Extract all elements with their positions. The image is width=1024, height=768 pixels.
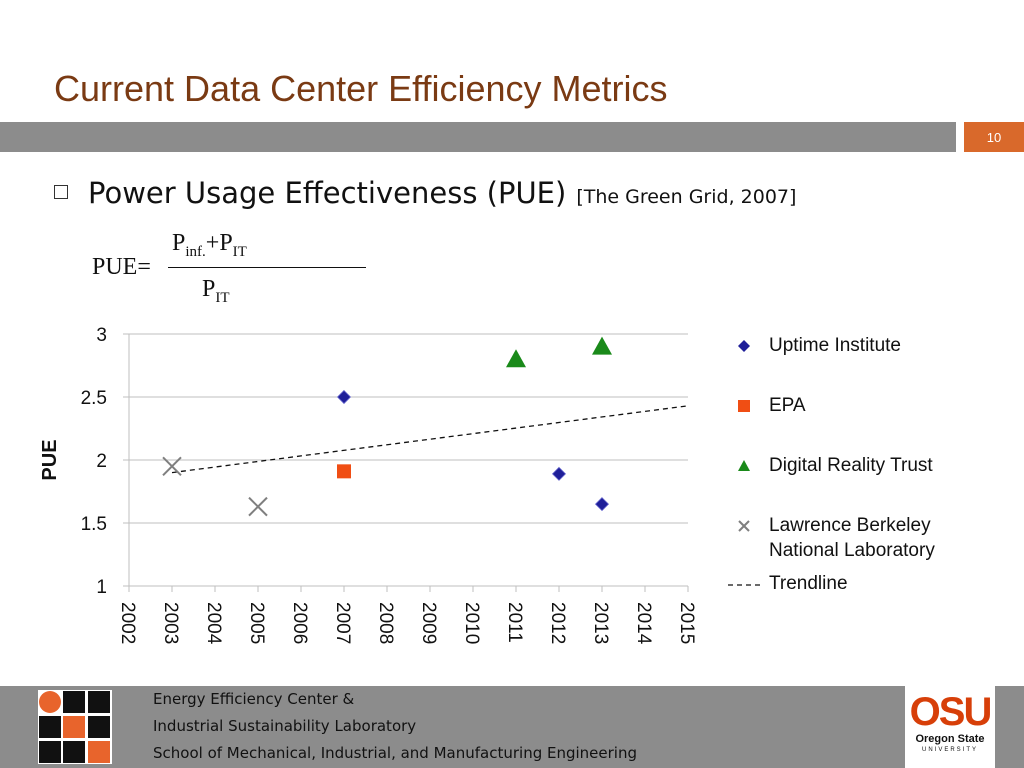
osu-logo-name: Oregon State (915, 733, 985, 745)
formula-lhs: PUE= (92, 254, 151, 280)
pue-scatter-chart: 1 1.5 2 2.5 3 2002 2003 2004 2005 2006 2007 2008 200… (39, 325, 697, 645)
slide-title: Current Data Center Efficiency Metrics (54, 68, 668, 109)
y-tick-label: 2.5 (81, 388, 107, 409)
square-bullet-icon (54, 185, 68, 199)
legend-label-line: Lawrence Berkeley (769, 515, 931, 536)
bullet-line: Power Usage Effectiveness (PUE) [The Gre… (54, 176, 796, 210)
x-tick-label: 2006 (289, 602, 310, 644)
y-axis-label: PUE (39, 439, 61, 480)
x-tick-label: 2003 (160, 602, 181, 644)
legend-label-line: EPA (769, 395, 806, 416)
formula-numerator: Pinf.+PIT (172, 230, 247, 260)
x-tick-label: 2004 (203, 602, 224, 645)
data-point-diamond (336, 389, 352, 405)
data-point-triangle (506, 349, 526, 368)
legend-label: Digital Reality Trust (769, 453, 933, 478)
data-point-x (248, 496, 268, 517)
legend-label-line: National Laboratory (769, 540, 935, 561)
x-tick-label: 2009 (418, 602, 439, 644)
y-tick-label: 3 (96, 325, 107, 346)
legend-label-line: Digital Reality Trust (769, 455, 933, 476)
data-point-triangle (592, 336, 612, 355)
footer-line-1: Energy Efficiency Center & (153, 690, 355, 708)
legend-marker-diamond-icon (738, 340, 750, 352)
formula-denominator: PIT (202, 276, 230, 306)
data-point-diamond (594, 497, 610, 512)
y-tick-label: 1 (96, 577, 107, 598)
legend-marker-dash-icon (728, 584, 760, 586)
data-point-square (337, 464, 351, 479)
x-tick-label: 2014 (633, 602, 654, 645)
footer-line-2: Industrial Sustainability Laboratory (153, 717, 417, 735)
x-tick-label: 2005 (246, 602, 267, 644)
bullet-main-text: Power Usage Effectiveness (PUE) (88, 176, 567, 210)
x-tick-label: 2011 (504, 602, 525, 643)
x-tick-label: 2012 (547, 602, 568, 644)
y-tick-label: 1.5 (81, 514, 107, 535)
title-bar (0, 122, 956, 152)
y-tick-label: 2 (96, 451, 107, 472)
bullet-citation: [The Green Grid, 2007] (576, 186, 797, 208)
footer-line-3: School of Mechanical, Industrial, and Ma… (153, 744, 637, 762)
page-number: 10 (964, 122, 1024, 152)
footer-text: Energy Efficiency Center & Industrial Su… (153, 686, 637, 767)
footer-bar: Energy Efficiency Center & Industrial Su… (0, 686, 1024, 768)
legend-label: Uptime Institute (769, 333, 901, 358)
legend-marker-x-icon (738, 520, 750, 532)
x-tick-label: 2008 (375, 602, 396, 644)
legend-label-line: Uptime Institute (769, 335, 901, 356)
legend-label: Trendline (769, 571, 848, 596)
legend-label-line: Trendline (769, 573, 848, 594)
osu-logo-university: UNIVERSITY (921, 747, 978, 753)
x-tick-label: 2002 (117, 602, 138, 644)
osu-logo-mark: OSU (909, 690, 993, 734)
eec-logo-icon (38, 690, 112, 764)
trendline (171, 405, 689, 474)
fraction-line (168, 267, 366, 268)
legend-label: EPA (769, 393, 806, 418)
data-point-diamond (551, 466, 567, 481)
x-tick-label: 2013 (590, 602, 611, 644)
legend-marker-triangle-icon (738, 460, 750, 471)
legend-label: Lawrence Berkeley National Laboratory (769, 513, 935, 563)
x-tick-label: 2007 (332, 602, 353, 644)
data-point-x (162, 456, 182, 477)
osu-logo: OSU Oregon State UNIVERSITY (905, 686, 995, 768)
x-tick-label: 2015 (676, 602, 697, 644)
legend-marker-square-icon (738, 400, 750, 412)
x-tick-label: 2010 (461, 602, 482, 644)
